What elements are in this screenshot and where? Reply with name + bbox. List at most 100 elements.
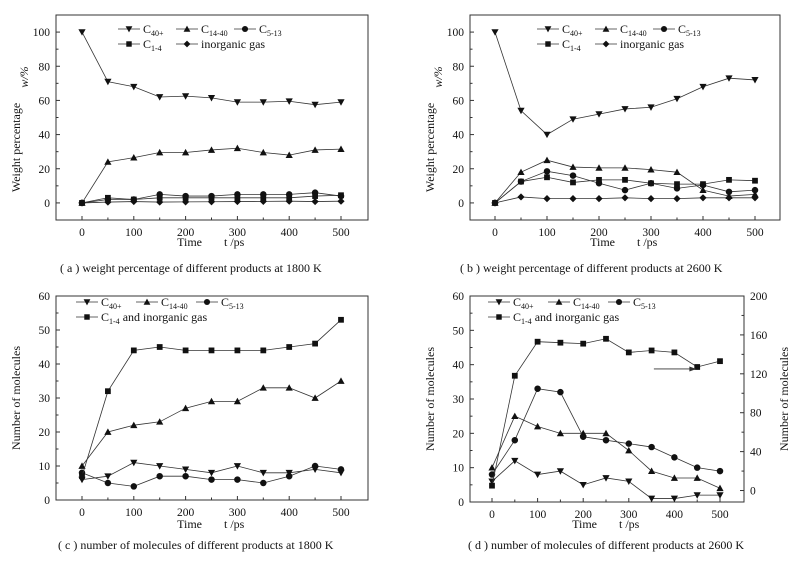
y-tick-label: 10	[453, 463, 465, 475]
data-point	[105, 388, 111, 395]
data-point	[260, 479, 267, 487]
data-point	[716, 492, 724, 499]
y-tick-label: 20	[39, 427, 51, 439]
data-point	[156, 344, 163, 350]
data-point	[259, 384, 267, 391]
legend-subscript: 14-40	[628, 29, 647, 38]
data-point	[182, 347, 189, 354]
legend-base: C	[633, 295, 641, 309]
data-point	[285, 151, 293, 158]
data-point	[233, 463, 241, 470]
legend-marker	[545, 41, 551, 47]
legend-subscript: 5-13	[641, 302, 656, 311]
data-point	[259, 148, 267, 156]
data-point	[543, 195, 551, 203]
data-point	[337, 197, 345, 205]
data-point	[511, 372, 518, 379]
y-tick-label: 40	[453, 130, 465, 142]
x-tick-label: 500	[711, 509, 729, 521]
data-point	[725, 188, 733, 196]
x-tick-label: 200	[177, 507, 195, 519]
data-point	[259, 99, 267, 106]
y-tick-label: 20	[39, 164, 51, 176]
series-line	[81, 380, 342, 467]
data-point	[78, 29, 86, 36]
legend-label: C14-40	[573, 295, 600, 311]
data-point	[621, 164, 629, 171]
data-point	[312, 340, 318, 347]
data-point	[78, 199, 86, 207]
data-point	[751, 77, 759, 84]
series-line	[491, 338, 721, 486]
series-c5-13	[78, 462, 345, 490]
data-point	[337, 466, 345, 473]
data-point	[517, 168, 525, 176]
legend-subscript: 40+	[570, 29, 583, 38]
legend-marker	[496, 314, 502, 320]
data-point	[207, 397, 216, 405]
x-axis-label: Time	[590, 235, 615, 249]
series-c14-40	[78, 377, 345, 469]
data-point	[311, 394, 319, 401]
y-tick-label: 0	[458, 497, 464, 509]
legend-label: C1-4 and inorganic gas	[513, 310, 619, 326]
data-point	[337, 377, 345, 384]
data-point	[647, 166, 655, 173]
legend-label: C5-13	[221, 295, 244, 311]
x-axis-label: Time	[177, 517, 202, 531]
data-point	[579, 481, 587, 489]
x-tick-label: 100	[125, 507, 143, 519]
x-axis-unit: t /ps	[224, 517, 245, 531]
legend-base: C	[201, 22, 209, 36]
x-tick-label: 400	[281, 507, 299, 519]
legend-marker	[84, 314, 90, 320]
x-tick-label: 300	[229, 227, 247, 239]
data-point	[130, 154, 138, 161]
data-point	[104, 473, 112, 480]
data-point	[557, 339, 564, 346]
legend-marker	[660, 25, 668, 33]
data-point	[207, 198, 216, 206]
data-point	[625, 349, 632, 356]
data-point	[156, 194, 163, 201]
data-point	[699, 186, 707, 193]
data-point	[156, 94, 164, 101]
legend-subscript: 40+	[521, 302, 534, 311]
legend-base: C	[161, 295, 169, 309]
data-point	[104, 78, 112, 86]
data-point	[670, 495, 678, 503]
data-point	[233, 197, 241, 206]
data-point	[580, 340, 587, 347]
legend-subscript: 1-4	[109, 317, 120, 326]
data-point	[182, 93, 190, 100]
data-point	[556, 468, 564, 475]
data-point	[511, 412, 519, 420]
data-point	[557, 388, 564, 396]
y-axis-unit: w/%	[431, 66, 445, 87]
data-point	[517, 107, 525, 115]
legend-subscript: 1-4	[570, 44, 581, 53]
y2-tick-label: 0	[750, 486, 756, 498]
series-inorganic-gas	[78, 197, 345, 207]
legend-subscript: 5-13	[229, 302, 244, 311]
x-tick-label: 200	[177, 227, 195, 239]
y2-tick-label: 160	[750, 330, 768, 342]
legend-marker	[602, 40, 610, 48]
data-point	[489, 482, 495, 489]
data-point	[105, 194, 111, 201]
data-point	[595, 111, 603, 118]
data-point	[570, 179, 576, 186]
data-point	[543, 131, 551, 139]
data-point	[182, 466, 190, 473]
data-point	[602, 429, 610, 437]
legend-marker	[126, 41, 132, 47]
data-point	[104, 198, 112, 206]
legend-label: C5-13	[259, 22, 282, 38]
legend-base: C	[101, 295, 109, 309]
data-point	[647, 104, 655, 111]
y-tick-label: 60	[453, 291, 465, 303]
x-axis-unit: t /ps	[637, 235, 658, 249]
y-tick-label: 80	[39, 61, 51, 73]
legend-base: C	[562, 37, 570, 51]
